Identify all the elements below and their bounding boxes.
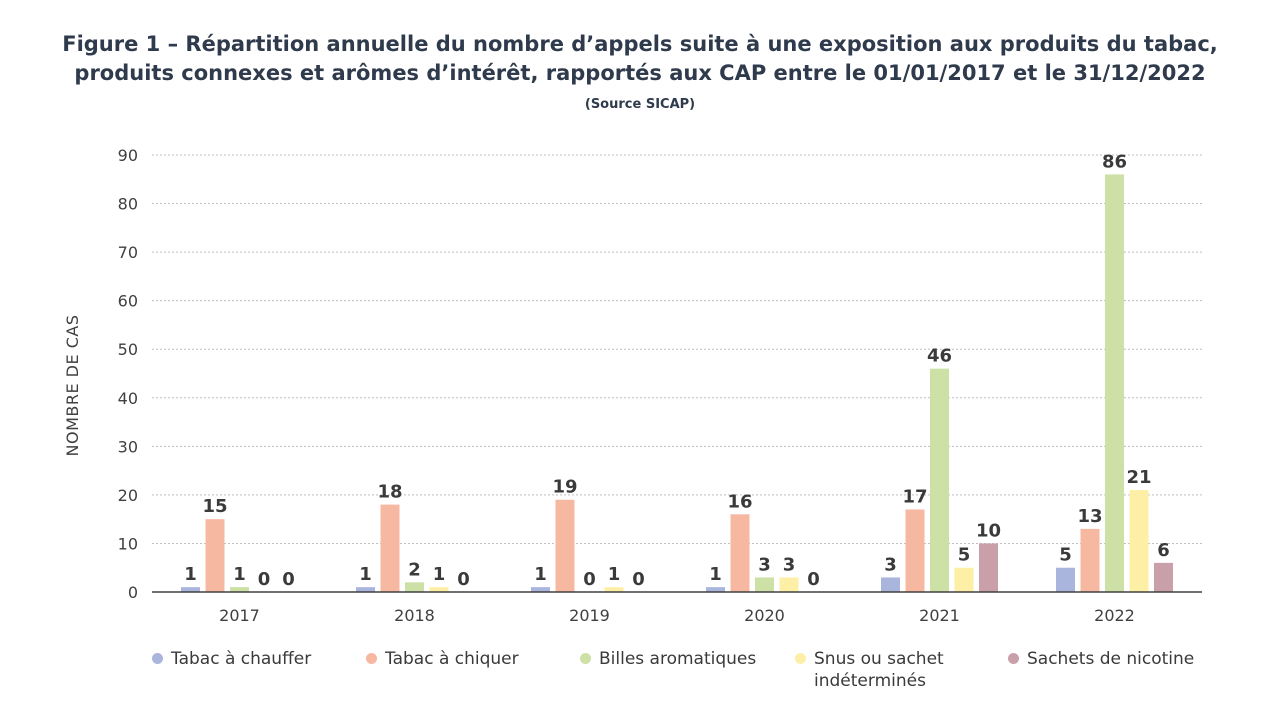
legend-label: Tabac à chauffer <box>171 649 312 669</box>
data-label: 0 <box>632 569 645 590</box>
data-label: 1 <box>433 564 446 585</box>
legend-label-line-2: indéterminés <box>814 671 926 691</box>
x-tick-label: 2017 <box>219 606 260 625</box>
y-axis-title: NOMBRE DE CAS <box>63 315 82 457</box>
bar <box>881 577 900 592</box>
legend-marker-icon <box>366 653 377 664</box>
bar <box>230 587 249 592</box>
bar <box>1129 490 1149 592</box>
legend-item-tabac-a-chauffer: Tabac à chauffer <box>152 648 311 670</box>
chart-title-line-1: Figure 1 – Répartition annuelle du nombr… <box>62 32 1218 56</box>
y-tick-label: 80 <box>118 195 138 214</box>
bar <box>405 582 424 592</box>
bar <box>706 587 725 592</box>
bar <box>905 509 925 592</box>
data-label: 21 <box>1126 467 1151 488</box>
bar <box>205 519 225 592</box>
y-tick-label: 90 <box>118 146 138 165</box>
data-label: 15 <box>202 496 227 517</box>
bar <box>429 587 449 592</box>
data-label: 16 <box>727 491 752 512</box>
y-tick-label: 50 <box>118 340 138 359</box>
bar <box>356 587 375 592</box>
y-tick-label: 60 <box>118 292 138 311</box>
data-label: 19 <box>552 477 577 498</box>
legend-marker-icon <box>580 653 591 664</box>
y-tick-label: 10 <box>118 534 138 553</box>
x-tick-label: 2022 <box>1094 606 1135 625</box>
data-label: 0 <box>258 569 271 590</box>
legend-item-snus-ou-sachet: Snus ou sachet indéterminés <box>795 648 944 692</box>
data-label: 1 <box>608 564 621 585</box>
chart-subtitle: (Source SICAP) <box>584 97 696 112</box>
legend-marker-icon <box>1008 653 1019 664</box>
bar <box>604 587 624 592</box>
bar <box>755 577 774 592</box>
y-tick-label: 70 <box>118 243 138 262</box>
x-tick-label: 2019 <box>569 606 610 625</box>
data-label: 10 <box>976 520 1001 541</box>
chart-legend: Tabac à chauffer Tabac à chiquer Billes … <box>0 648 1280 698</box>
data-label: 6 <box>1157 540 1170 561</box>
data-label: 46 <box>927 346 952 367</box>
bar <box>181 587 200 592</box>
legend-label: Billes aromatiques <box>599 649 757 669</box>
chart-title-line-2: produits connexes et arômes d’intérêt, r… <box>74 61 1206 85</box>
bar <box>779 577 799 592</box>
bar <box>954 567 974 592</box>
data-label: 1 <box>709 564 722 585</box>
legend-item-sachets-de-nicotine: Sachets de nicotine <box>1008 648 1194 670</box>
data-label: 1 <box>184 564 197 585</box>
bar <box>730 514 750 592</box>
y-tick-label: 20 <box>118 486 138 505</box>
x-tick-label: 2018 <box>394 606 435 625</box>
bar <box>531 587 550 592</box>
legend-label: Snus ou sachet <box>814 649 944 669</box>
bar <box>1105 174 1124 592</box>
legend-marker-icon <box>152 653 163 664</box>
data-label: 3 <box>758 554 771 575</box>
data-label: 2 <box>408 559 421 580</box>
legend-item-tabac-a-chiquer: Tabac à chiquer <box>366 648 519 670</box>
legend-label: Sachets de nicotine <box>1027 649 1195 669</box>
bar <box>1056 567 1075 592</box>
y-tick-label: 30 <box>118 437 138 456</box>
legend-label: Tabac à chiquer <box>385 649 519 669</box>
data-label: 5 <box>958 545 971 566</box>
bar <box>979 543 998 592</box>
bar <box>1154 562 1173 592</box>
legend-item-billes-aromatiques: Billes aromatiques <box>580 648 756 670</box>
bar <box>555 499 575 592</box>
data-label: 1 <box>233 564 246 585</box>
x-tick-label: 2021 <box>919 606 960 625</box>
y-tick-label: 0 <box>128 583 138 602</box>
bar <box>930 368 949 592</box>
x-tick-label: 2020 <box>744 606 785 625</box>
bar <box>380 504 400 592</box>
data-label: 17 <box>902 486 927 507</box>
data-label: 0 <box>282 569 295 590</box>
data-label: 86 <box>1102 151 1127 172</box>
data-label: 0 <box>457 569 470 590</box>
data-label: 13 <box>1077 506 1102 527</box>
data-label: 5 <box>1059 545 1072 566</box>
data-label: 0 <box>583 569 596 590</box>
y-tick-label: 40 <box>118 389 138 408</box>
data-label: 1 <box>359 564 372 585</box>
bar <box>1080 528 1100 592</box>
data-label: 3 <box>884 554 897 575</box>
data-label: 18 <box>377 482 402 503</box>
data-label: 1 <box>534 564 547 585</box>
data-label: 0 <box>807 569 820 590</box>
data-label: 3 <box>783 554 796 575</box>
legend-marker-icon <box>795 653 806 664</box>
